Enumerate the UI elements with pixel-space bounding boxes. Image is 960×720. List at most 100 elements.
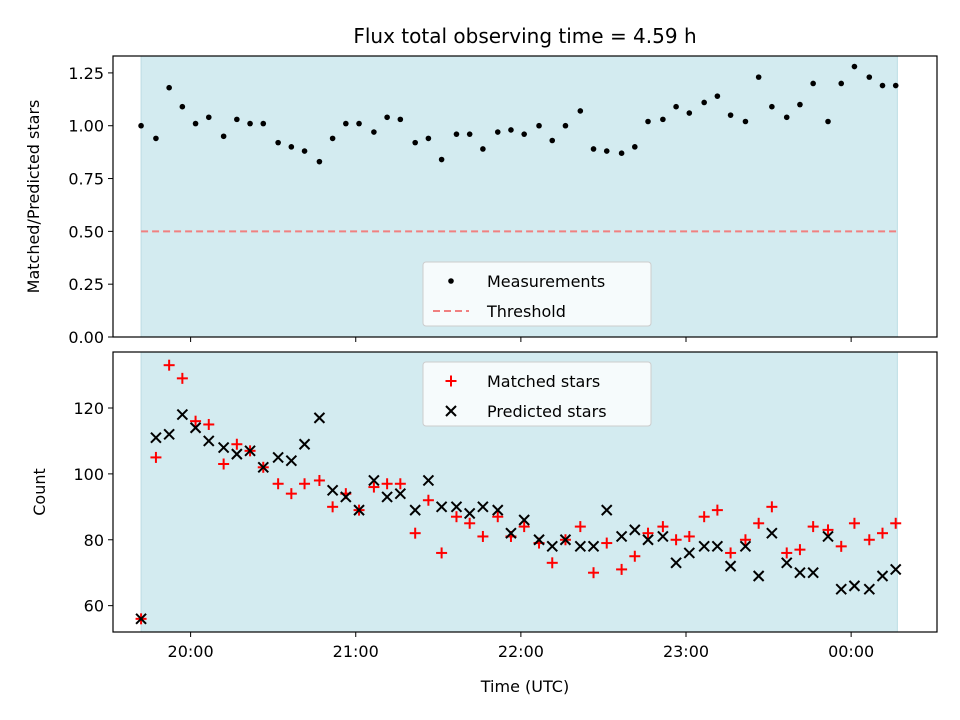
- x-tick-label: 21:00: [333, 642, 379, 661]
- data-point: [412, 139, 418, 146]
- data-point: [616, 563, 628, 575]
- data-point: [536, 122, 542, 129]
- data-point: [275, 139, 281, 146]
- data-point: [272, 478, 284, 490]
- legend-marker: [445, 405, 457, 417]
- data-point: [518, 521, 530, 533]
- data-point: [313, 412, 326, 424]
- bottom-panel: 60 80 100 120 20:00 21:00 22:00 23:00 00:00 Count…: [30, 351, 938, 661]
- data-point: [422, 474, 435, 487]
- data-point: [231, 438, 243, 450]
- data-point: [835, 583, 847, 595]
- top-panel: 0.00 0.25 0.50 0.75 1.00 1.25 Matched/Predicte…: [24, 55, 938, 347]
- data-point: [409, 527, 421, 539]
- data-point: [436, 547, 448, 559]
- data-point: [794, 566, 806, 579]
- data-point: [260, 120, 267, 127]
- data-point: [810, 80, 816, 87]
- chart-title: Flux total observing time = 4.59 h: [353, 24, 696, 48]
- data-point: [218, 458, 230, 470]
- data-point: [822, 530, 834, 543]
- data-point: [851, 63, 858, 70]
- legend-label: Threshold: [486, 302, 566, 321]
- series-predicted-stars: [135, 408, 902, 625]
- x-tick-label: 20:00: [168, 642, 214, 661]
- data-point: [807, 521, 819, 533]
- data-point: [166, 84, 172, 91]
- data-point: [590, 146, 597, 152]
- data-point: [521, 131, 527, 137]
- data-point: [711, 504, 723, 516]
- data-point: [848, 517, 860, 529]
- data-point: [450, 511, 462, 523]
- data-point: [559, 534, 572, 546]
- data-point: [285, 454, 298, 467]
- data-point: [769, 103, 775, 110]
- data-point: [848, 580, 861, 592]
- data-point: [371, 129, 377, 135]
- data-point: [381, 478, 393, 490]
- y-tick-label: 1.25: [68, 64, 104, 83]
- data-point: [670, 557, 682, 569]
- data-point: [562, 122, 569, 129]
- plot-frame: [112, 55, 938, 338]
- data-point: [163, 428, 175, 441]
- data-point: [163, 359, 175, 371]
- data-point: [422, 494, 434, 506]
- data-point: [438, 156, 445, 163]
- plot-frame: [112, 351, 938, 633]
- data-point: [752, 570, 765, 582]
- data-point: [150, 431, 162, 444]
- data-point: [615, 530, 628, 543]
- data-point: [176, 408, 189, 421]
- data-point: [574, 521, 586, 533]
- x-tick-label: 00:00: [828, 642, 874, 661]
- legend-label: Measurements: [487, 272, 605, 291]
- data-point: [698, 540, 710, 553]
- series-measurements: [138, 63, 899, 165]
- data-point: [301, 148, 308, 154]
- data-point: [642, 534, 654, 546]
- data-point: [657, 530, 669, 543]
- data-point: [725, 547, 737, 559]
- data-point: [150, 451, 162, 463]
- data-point: [724, 560, 737, 572]
- data-point: [711, 540, 724, 553]
- legend-label: Matched stars: [487, 372, 600, 391]
- data-point: [316, 158, 323, 165]
- data-point: [588, 567, 600, 579]
- y-tick-label: 60: [84, 597, 104, 616]
- data-point: [217, 441, 230, 454]
- data-point: [368, 481, 380, 493]
- data-point: [329, 135, 336, 142]
- data-point: [285, 488, 297, 500]
- data-point: [288, 144, 295, 150]
- data-point: [518, 514, 530, 526]
- data-point: [190, 415, 202, 427]
- data-point: [533, 534, 545, 546]
- data-point: [492, 511, 504, 523]
- data-point: [863, 583, 876, 595]
- data-point: [453, 131, 460, 137]
- data-point: [494, 129, 501, 135]
- legend: Matched stars Predicted stars: [422, 361, 652, 427]
- y-tick-label: 0.00: [68, 328, 104, 347]
- data-point: [247, 120, 253, 127]
- data-point: [353, 504, 365, 516]
- data-point: [632, 144, 638, 150]
- data-point: [327, 501, 339, 513]
- data-point: [368, 474, 380, 487]
- data-point: [698, 511, 710, 523]
- data-point: [477, 501, 489, 513]
- data-point: [701, 99, 707, 106]
- data-point: [326, 484, 339, 497]
- data-point: [135, 613, 147, 625]
- data-point: [783, 114, 790, 121]
- data-point: [435, 501, 448, 513]
- data-point: [753, 517, 765, 529]
- data-point: [890, 517, 902, 529]
- data-point: [231, 448, 243, 460]
- data-point: [508, 127, 514, 133]
- data-point: [477, 530, 489, 542]
- data-point: [822, 524, 834, 536]
